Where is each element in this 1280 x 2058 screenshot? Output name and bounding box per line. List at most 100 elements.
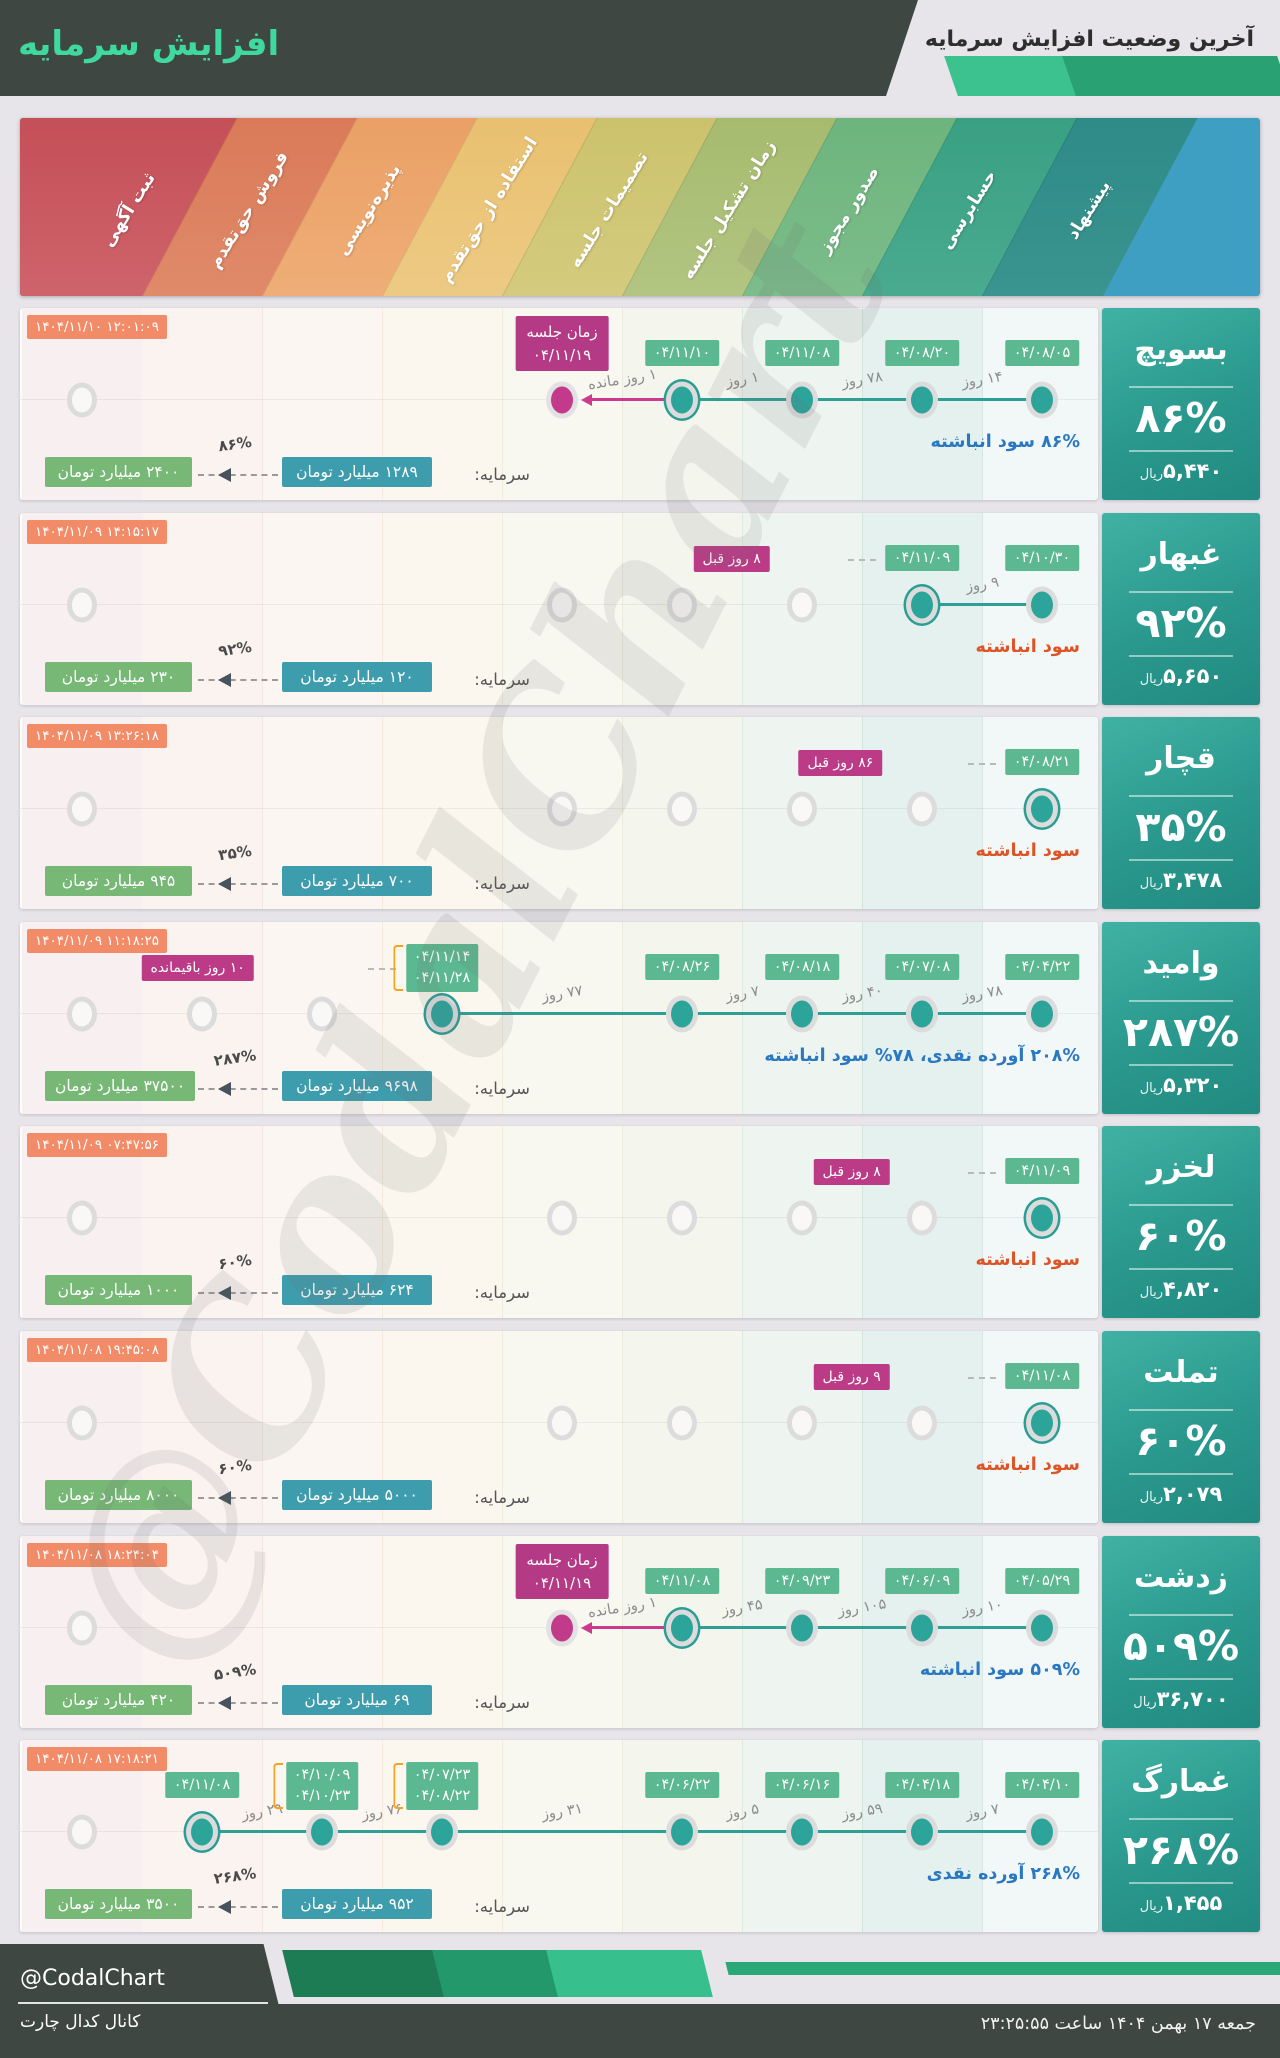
meeting-badge: زمان جلسه ۰۴/۱۱/۱۹	[515, 1544, 609, 1599]
ghost-dot	[547, 587, 577, 623]
status-text: سود انباشته	[975, 1250, 1080, 1270]
footer-accent-bar	[725, 1962, 1280, 1975]
price-value: ۵,۴۴۰	[1163, 459, 1223, 483]
date-badge-line: ۰۴/۰۷/۲۳	[413, 1767, 471, 1783]
ghost-dot	[547, 1405, 577, 1441]
company-percent: ۲۶۸%	[1122, 1826, 1240, 1874]
date-badge: ۰۴/۰۸/۱۸	[764, 954, 840, 980]
date-badge: ۰۴/۱۱/۱۰	[644, 340, 720, 366]
capital-badge: ۱۲۰ میلیارد تومان	[282, 662, 432, 692]
date-badge: ۰۴/۱۰/۳۰	[1004, 545, 1080, 571]
timeline-track: ۱۴۰۴/۱۱/۰۸ ۱۸:۲۴:۰۴ ۱ روز مانده ۴۵ روز ۱۰۵ …	[20, 1536, 1098, 1728]
price-value: ۵,۳۲۰	[1163, 1073, 1223, 1097]
company-row: ۱۴۰۴/۱۱/۰۸ ۱۸:۲۴:۰۴ ۱ روز مانده ۴۵ روز ۱۰۵ …	[20, 1536, 1260, 1728]
capital-badge: ۹۶۹۸ میلیارد تومان	[282, 1071, 432, 1101]
page-title: افزایش سرمایه	[18, 24, 280, 64]
summary-divider	[1129, 859, 1233, 861]
timestamp-badge: ۱۴۰۴/۱۱/۰۸ ۱۷:۱۸:۲۱	[27, 1747, 167, 1771]
company-row: ۱۴۰۴/۱۱/۰۹ ۱۴:۱۵:۱۷ ۹ روز ۰۴/۱۱/۰۹ ۸ روز قب…	[20, 513, 1260, 705]
company-percent: ۹۲%	[1135, 599, 1227, 647]
stage-band: ثبت آگهی فروش حق‌تقدم پذیره‌نویسی استفاده ا…	[20, 118, 1260, 296]
company-name: زدشت	[1134, 1560, 1228, 1595]
target-capital-badge: ۲۳۰ میلیارد تومان	[45, 662, 192, 692]
company-price: ۵,۳۲۰ریال	[1102, 1073, 1260, 1097]
capital-arrow-icon	[218, 1696, 231, 1710]
status-text: ۵۰۹% سود انباشته	[919, 1660, 1080, 1680]
ghost-dot	[907, 791, 937, 827]
capital-arrow-icon	[218, 1491, 231, 1505]
summary-divider	[1129, 591, 1233, 593]
done-dot	[911, 1818, 933, 1846]
date-badge-line: ۰۴/۱۱/۱۴	[413, 949, 471, 965]
date-badge: ۰۴/۱۱/۰۸	[764, 340, 840, 366]
summary-divider	[1129, 1000, 1233, 1002]
capital-connector	[198, 1497, 278, 1499]
timestamp-badge: ۱۴۰۴/۱۱/۱۰ ۱۲:۰۱:۰۹	[27, 315, 167, 339]
done-dot	[911, 1000, 933, 1028]
company-percent: ۵۰۹%	[1122, 1622, 1240, 1670]
ghost-dot	[547, 1200, 577, 1236]
status-text: ۸۶% سود انباشته	[930, 432, 1080, 452]
ghost-dot	[667, 1405, 697, 1441]
ghost-dot	[67, 1405, 97, 1441]
stage-column-tint	[502, 922, 623, 1114]
stage-column-tint	[502, 1740, 623, 1932]
capital-arrow-icon	[218, 1082, 231, 1096]
ghost-dot	[787, 791, 817, 827]
date-badge: ۰۴/۰۷/۰۸	[884, 954, 960, 980]
capital-arrow-icon	[218, 673, 231, 687]
capital-connector	[198, 1702, 278, 1704]
capital-connector	[198, 1088, 278, 1090]
capital-connector	[198, 1292, 278, 1294]
capital-arrow-icon	[218, 1900, 231, 1914]
status-text: سود انباشته	[975, 841, 1080, 861]
timeline-line	[682, 398, 1042, 401]
rial-unit: ریال	[1139, 1490, 1164, 1505]
capital-label: سرمایه:	[474, 1897, 530, 1916]
target-capital-badge: ۳۷۵۰۰ میلیارد تومان	[45, 1071, 196, 1101]
ghost-dot	[907, 1405, 937, 1441]
timeline-track: ۱۴۰۴/۱۱/۰۹ ۰۷:۴۷:۵۶ ۰۴/۱۱/۰۹ ۸ روز قبل سود …	[20, 1126, 1098, 1318]
status-text: ۲۶۸% آورده نقدی	[926, 1864, 1080, 1884]
meeting-badge-line: زمان جلسه	[526, 1551, 598, 1569]
company-summary: وامید ۲۸۷% ۵,۳۲۰ریال	[1102, 922, 1260, 1114]
company-summary: قچار ۳۵% ۳,۴۷۸ریال	[1102, 717, 1260, 909]
ghost-dot	[787, 1200, 817, 1236]
timeline-line	[442, 1012, 1042, 1015]
capital-badge: ۷۰۰ میلیارد تومان	[282, 866, 432, 896]
timeline-track: ۱۴۰۴/۱۱/۰۹ ۱۴:۱۵:۱۷ ۹ روز ۰۴/۱۱/۰۹ ۸ روز قب…	[20, 513, 1098, 705]
rial-unit: ریال	[1139, 467, 1164, 482]
summary-divider	[1129, 795, 1233, 797]
ghost-dot	[667, 587, 697, 623]
company-name: غبهار	[1140, 537, 1222, 572]
price-value: ۴,۸۲۰	[1163, 1277, 1223, 1301]
price-value: ۵,۶۵۰	[1163, 664, 1223, 688]
date-badge: ۰۴/۰۴/۱۸	[884, 1772, 960, 1798]
company-name: بسویچ	[1134, 332, 1228, 367]
company-row: ۱۴۰۴/۱۱/۰۸ ۱۷:۱۸:۲۱ ۲۹ روز ۷۶ روز ۳۱ روز ۵ ر…	[20, 1740, 1260, 1932]
status-text: سود انباشته	[975, 1455, 1080, 1475]
company-percent: ۶۰%	[1135, 1417, 1227, 1465]
days-ago-badge: ۹ روز قبل	[813, 1364, 890, 1390]
timeline-track: ۱۴۰۴/۱۱/۰۹ ۱۱:۱۸:۲۵ ۷۷ روز ۷ روز ۴۰ روز ۷۸ ر…	[20, 922, 1098, 1114]
done-dot	[1031, 591, 1053, 619]
company-row: ۱۴۰۴/۱۱/۰۹ ۱۱:۱۸:۲۵ ۷۷ روز ۷ روز ۴۰ روز ۷۸ ر…	[20, 922, 1260, 1114]
date-badge: ۰۴/۰۴/۲۲	[1004, 954, 1080, 980]
date-badge: ۰۴/۱۱/۰۹	[884, 545, 960, 571]
company-percent: ۶۰%	[1135, 1212, 1227, 1260]
timestamp-badge: ۱۴۰۴/۱۱/۰۸ ۱۸:۲۴:۰۴	[27, 1543, 167, 1567]
summary-divider	[1129, 1818, 1233, 1820]
header-accent-shape	[944, 56, 1080, 96]
timeline-track: ۱۴۰۴/۱۱/۱۰ ۱۲:۰۱:۰۹ ۱ روز مانده ۱ روز ۷۸ رو…	[20, 308, 1098, 500]
company-summary: بسویچ ۸۶% ۵,۴۴۰ریال	[1102, 308, 1260, 500]
company-price: ۳۶,۷۰۰ریال	[1102, 1687, 1260, 1711]
company-summary: لخزر ۶۰% ۴,۸۲۰ریال	[1102, 1126, 1260, 1318]
done-dot	[1031, 1818, 1053, 1846]
current-dot	[911, 591, 933, 619]
timeline-line	[202, 1830, 1042, 1833]
days-ago-badge: ۸ روز قبل	[693, 546, 770, 572]
company-price: ۳,۴۷۸ریال	[1102, 868, 1260, 892]
meeting-badge-line: ۰۴/۱۱/۱۹	[532, 1573, 592, 1592]
current-dot	[431, 1000, 453, 1028]
